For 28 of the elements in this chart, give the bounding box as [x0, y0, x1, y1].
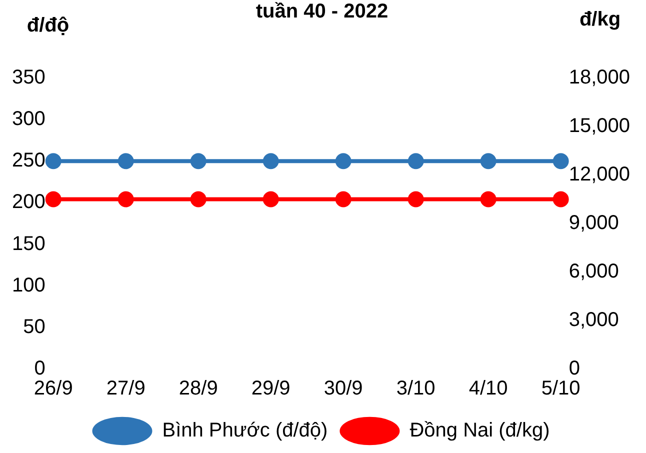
y2-tick-label: 15,000: [568, 115, 630, 138]
y-tick-label: 0: [34, 358, 46, 380]
x-tick-label: 28/9: [178, 378, 218, 400]
y-axis-title: đ/độ: [26, 14, 70, 37]
y-tick-label: 150: [12, 232, 46, 255]
y-tick-label: 250: [12, 150, 46, 172]
x-tick-label: 26/9: [34, 378, 73, 400]
x-tick-label: 30/9: [324, 378, 363, 400]
x-tick-label: 29/9: [251, 378, 290, 400]
y2-tick-label: 9,000: [568, 212, 619, 234]
x-tick-label: 3/10: [396, 378, 436, 400]
chart-title: tuần 40 - 2022: [256, 0, 388, 23]
y-tick-label: 300: [12, 108, 46, 130]
x-tick-label: 27/9: [106, 378, 146, 400]
y-tick-label: 200: [12, 191, 46, 214]
y2-tick-label: 0: [568, 358, 580, 380]
y2-tick-label: 12,000: [568, 164, 630, 186]
y-tick-label: 50: [23, 316, 46, 338]
y-tick-label: 350: [12, 66, 46, 89]
y2-tick-label: 18,000: [568, 66, 630, 89]
legend-label: Đồng Nai (đ/kg): [410, 420, 550, 442]
x-tick-label: 4/10: [468, 378, 508, 400]
legend-label: Bình Phước (đ/độ): [162, 420, 328, 442]
y2-axis-title: đ/kg: [579, 8, 621, 31]
y2-tick-label: 6,000: [568, 260, 619, 283]
y-tick-label: 100: [12, 274, 46, 296]
y2-tick-label: 3,000: [568, 309, 619, 332]
x-tick-label: 5/10: [541, 378, 580, 400]
